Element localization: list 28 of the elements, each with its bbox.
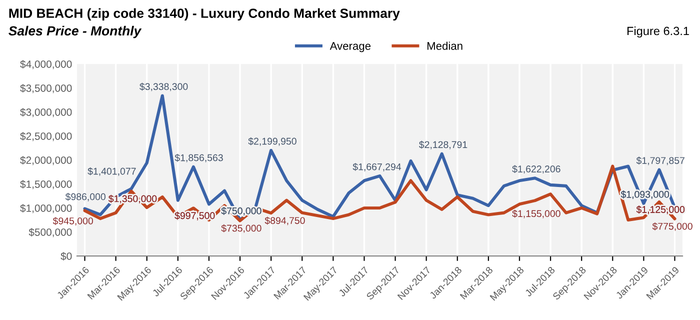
data-label: $1,797,857 [636, 156, 684, 166]
y-tick-label: $1,000,000 [20, 204, 72, 214]
data-label: $2,128,791 [419, 140, 468, 150]
data-label: $735,000 [221, 224, 262, 233]
data-label: $1,667,294 [352, 162, 402, 172]
data-label: $1,155,000 [512, 210, 560, 218]
data-label: $986,000 [65, 192, 106, 202]
data-label: $1,401,077 [88, 167, 136, 176]
data-label: $1,622,206 [512, 165, 560, 174]
chart-title: MID BEACH (zip code 33140) - Luxury Condo Market Summary [9, 8, 400, 21]
data-label: $894,750 [264, 216, 305, 226]
y-tick-label: $2,500,000 [20, 132, 72, 142]
y-tick-label: $500,000 [28, 228, 72, 238]
y-tick-label: $3,000,000 [20, 108, 72, 118]
y-tick-label: $2,000,000 [20, 156, 72, 166]
data-label: $3,338,300 [140, 82, 188, 92]
data-label: $945,000 [52, 217, 93, 226]
legend-label: Average [330, 42, 371, 52]
y-tick-label: $0 [60, 252, 72, 260]
data-label: $1,856,563 [174, 154, 223, 162]
chart-subtitle: Sales Price - Monthly [8, 26, 142, 38]
caption: Figure 6.3.1 [627, 26, 689, 38]
y-tick-label: $3,500,000 [20, 84, 72, 94]
legend-label: Median [427, 42, 462, 50]
data-label: $775,000 [652, 222, 692, 231]
y-tick-label: $1,500,000 [20, 180, 72, 190]
data-label: $2,199,950 [248, 137, 296, 146]
y-tick-label: $4,000,000 [20, 60, 72, 70]
